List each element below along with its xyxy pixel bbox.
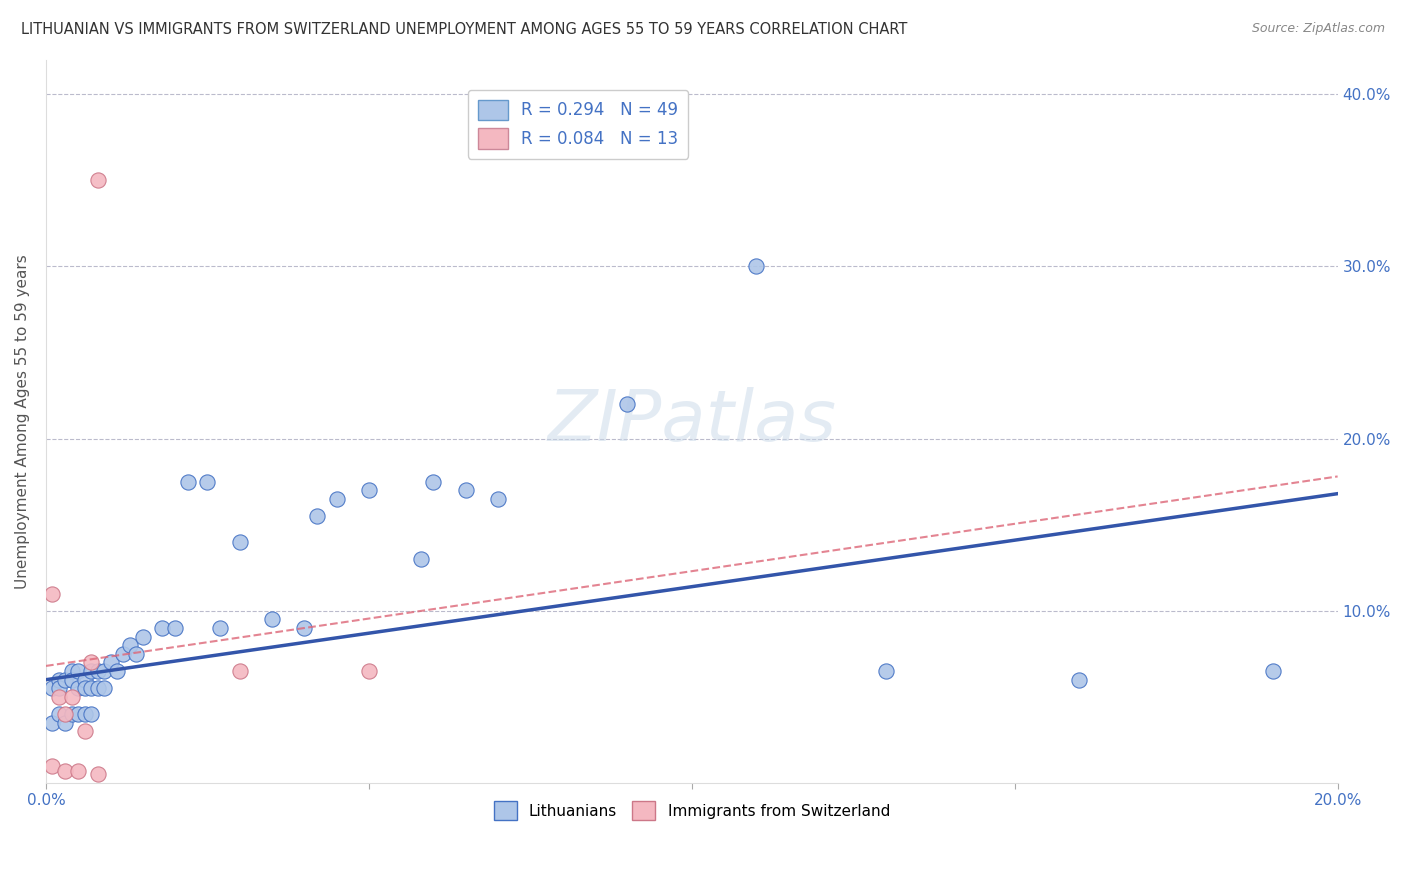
Point: [93, 664, 115, 678]
Point: [48, 690, 70, 704]
Text: LITHUANIAN VS IMMIGRANTS FROM SWITZERLAND UNEMPLOYMENT AMONG AGES 55 TO 59 YEARS: LITHUANIAN VS IMMIGRANTS FROM SWITZERLAN…: [21, 22, 907, 37]
Point: [86, 173, 108, 187]
Point: [1261, 664, 1284, 678]
Point: [53, 673, 76, 687]
Point: [422, 475, 444, 489]
Point: [60, 690, 83, 704]
Point: [486, 491, 509, 506]
Point: [745, 260, 768, 274]
Point: [177, 475, 200, 489]
Point: [48, 681, 70, 696]
Text: Source: ZipAtlas.com: Source: ZipAtlas.com: [1251, 22, 1385, 36]
Point: [228, 535, 250, 549]
Point: [41, 586, 63, 600]
Point: [53, 707, 76, 722]
Point: [41, 681, 63, 696]
Point: [616, 397, 638, 411]
Point: [100, 656, 122, 670]
Point: [73, 681, 96, 696]
Point: [80, 707, 103, 722]
Point: [150, 621, 173, 635]
Point: [60, 664, 83, 678]
Point: [125, 647, 148, 661]
Point: [67, 681, 90, 696]
Point: [93, 681, 115, 696]
Point: [325, 491, 347, 506]
Point: [86, 664, 108, 678]
Point: [48, 673, 70, 687]
Point: [197, 475, 219, 489]
Point: [260, 612, 283, 626]
Point: [53, 715, 76, 730]
Point: [73, 673, 96, 687]
Point: [454, 483, 477, 498]
Point: [209, 621, 232, 635]
Point: [86, 681, 108, 696]
Point: [409, 552, 432, 566]
Point: [1069, 673, 1091, 687]
Point: [80, 656, 103, 670]
Point: [357, 483, 380, 498]
Point: [73, 707, 96, 722]
Point: [112, 647, 135, 661]
Point: [48, 707, 70, 722]
Point: [132, 630, 155, 644]
Point: [60, 707, 83, 722]
Point: [41, 715, 63, 730]
Point: [118, 638, 141, 652]
Point: [165, 621, 187, 635]
Point: [67, 764, 90, 778]
Point: [875, 664, 897, 678]
Point: [86, 767, 108, 781]
Legend: Lithuanians, Immigrants from Switzerland: Lithuanians, Immigrants from Switzerland: [488, 795, 896, 826]
Point: [67, 664, 90, 678]
Point: [292, 621, 315, 635]
Point: [73, 724, 96, 739]
Point: [60, 673, 83, 687]
Point: [53, 764, 76, 778]
Point: [307, 509, 329, 524]
Point: [67, 707, 90, 722]
Point: [80, 681, 103, 696]
Text: ZIPatlas: ZIPatlas: [547, 387, 837, 456]
Point: [105, 664, 128, 678]
Point: [80, 664, 103, 678]
Point: [357, 664, 380, 678]
Point: [228, 664, 250, 678]
Point: [41, 759, 63, 773]
Y-axis label: Unemployment Among Ages 55 to 59 years: Unemployment Among Ages 55 to 59 years: [15, 254, 30, 589]
